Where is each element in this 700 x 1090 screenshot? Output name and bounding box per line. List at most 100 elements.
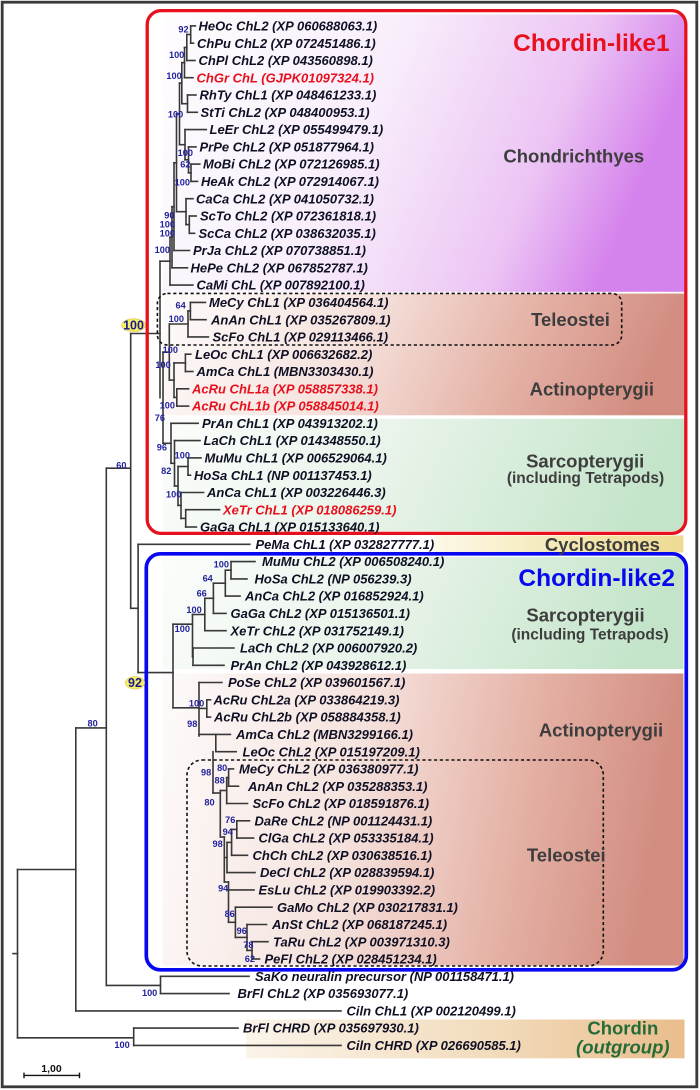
svg-text:100: 100 bbox=[175, 451, 190, 461]
svg-text:PrAn ChL1 (XP 043913202.1): PrAn ChL1 (XP 043913202.1) bbox=[202, 416, 378, 431]
svg-text:ScFo ChL1 (XP 029113466.1): ScFo ChL1 (XP 029113466.1) bbox=[213, 330, 389, 345]
svg-text:Ciln ChL1 (XP 002120499.1): Ciln ChL1 (XP 002120499.1) bbox=[347, 1004, 516, 1019]
svg-text:LaCh ChL1 (XP 014348550.1): LaCh ChL1 (XP 014348550.1) bbox=[204, 433, 381, 448]
svg-text:XeTr ChL2 (XP 031752149.1): XeTr ChL2 (XP 031752149.1) bbox=[230, 623, 404, 638]
svg-text:98: 98 bbox=[212, 839, 222, 849]
svg-text:100: 100 bbox=[175, 624, 190, 634]
svg-text:LaCh ChL2 (XP 006007920.2): LaCh ChL2 (XP 006007920.2) bbox=[240, 641, 417, 656]
svg-text:98: 98 bbox=[201, 768, 211, 778]
svg-text:AnAn ChL2 (XP 035288353.1): AnAn ChL2 (XP 035288353.1) bbox=[247, 779, 427, 794]
svg-text:100: 100 bbox=[214, 560, 229, 570]
svg-text:66: 66 bbox=[197, 588, 207, 598]
svg-text:AcRu ChL1a (XP 058857338.1): AcRu ChL1a (XP 058857338.1) bbox=[191, 381, 378, 396]
svg-text:100: 100 bbox=[169, 50, 184, 60]
svg-text:60: 60 bbox=[116, 461, 126, 471]
svg-text:LeOc ChL2 (XP 015197209.1): LeOc ChL2 (XP 015197209.1) bbox=[243, 744, 420, 759]
svg-text:ScCa ChL2 (XP 038632035.1): ScCa ChL2 (XP 038632035.1) bbox=[199, 226, 376, 241]
svg-text:100: 100 bbox=[160, 229, 175, 239]
svg-text:62: 62 bbox=[180, 159, 190, 169]
svg-text:MuMu ChL2 (XP 006508240.1): MuMu ChL2 (XP 006508240.1) bbox=[262, 554, 444, 569]
svg-text:(including Tetrapods): (including Tetrapods) bbox=[507, 470, 664, 487]
svg-text:Cyclostomes: Cyclostomes bbox=[545, 534, 660, 555]
svg-text:ScTo ChL2 (XP 072361818.1): ScTo ChL2 (XP 072361818.1) bbox=[200, 209, 376, 224]
svg-text:98: 98 bbox=[187, 719, 197, 729]
svg-text:XeTr ChL1 (XP 018086259.1): XeTr ChL1 (XP 018086259.1) bbox=[222, 502, 396, 517]
svg-text:ScFo ChL2 (XP 018591876.1): ScFo ChL2 (XP 018591876.1) bbox=[253, 796, 430, 811]
svg-text:100: 100 bbox=[163, 345, 178, 355]
svg-text:DaRe ChL2 (NP 001124431.1): DaRe ChL2 (NP 001124431.1) bbox=[255, 813, 433, 828]
svg-text:LeEr ChL2 (XP 055499479.1): LeEr ChL2 (XP 055499479.1) bbox=[210, 122, 384, 137]
svg-text:90: 90 bbox=[164, 211, 174, 221]
svg-text:100: 100 bbox=[186, 605, 201, 615]
svg-text:Chondrichthyes: Chondrichthyes bbox=[503, 146, 644, 167]
svg-text:MuMu ChL1 (XP 006529064.1): MuMu ChL1 (XP 006529064.1) bbox=[205, 451, 387, 466]
svg-text:SaKo neuralin precursor (NP 00: SaKo neuralin precursor (NP 001158471.1) bbox=[255, 969, 514, 984]
svg-text:HePe ChL2 (XP 067852787.1): HePe ChL2 (XP 067852787.1) bbox=[191, 260, 368, 275]
svg-text:ClGa ChL2 (XP 053335184.1): ClGa ChL2 (XP 053335184.1) bbox=[259, 831, 434, 846]
svg-text:DeCl ChL2 (XP 028839594.1): DeCl ChL2 (XP 028839594.1) bbox=[260, 865, 434, 880]
svg-text:Sarcopterygii: Sarcopterygii bbox=[526, 451, 644, 472]
svg-text:100: 100 bbox=[175, 177, 190, 187]
svg-text:(outgroup): (outgroup) bbox=[576, 1037, 670, 1058]
svg-text:BrFl CHRD (XP 035697930.1): BrFl CHRD (XP 035697930.1) bbox=[243, 1021, 419, 1036]
svg-text:AnAn ChL1 (XP 035267809.1): AnAn ChL1 (XP 035267809.1) bbox=[210, 312, 390, 327]
svg-text:PoSe ChL2 (XP 039601567.1): PoSe ChL2 (XP 039601567.1) bbox=[228, 675, 405, 690]
svg-text:80: 80 bbox=[217, 763, 227, 773]
svg-text:100: 100 bbox=[166, 71, 181, 81]
svg-text:94: 94 bbox=[218, 883, 229, 893]
svg-text:StTi ChL2 (XP 048400953.1): StTi ChL2 (XP 048400953.1) bbox=[201, 105, 370, 120]
svg-text:AcRu ChL2b (XP 058884358.1): AcRu ChL2b (XP 058884358.1) bbox=[213, 710, 401, 725]
svg-text:100: 100 bbox=[178, 148, 193, 158]
svg-text:MeCy ChL2 (XP 036380977.1): MeCy ChL2 (XP 036380977.1) bbox=[239, 762, 418, 777]
svg-text:Teleostei: Teleostei bbox=[527, 844, 606, 865]
svg-text:ChPl ChL2 (XP 043560898.1): ChPl ChL2 (XP 043560898.1) bbox=[199, 53, 373, 68]
svg-text:100: 100 bbox=[155, 245, 170, 255]
svg-text:CaCa ChL2 (XP 041050732.1): CaCa ChL2 (XP 041050732.1) bbox=[196, 191, 374, 206]
svg-text:AmCa ChL1 (MBN3303430.1): AmCa ChL1 (MBN3303430.1) bbox=[196, 364, 374, 379]
svg-text:92: 92 bbox=[128, 676, 142, 690]
svg-text:80: 80 bbox=[87, 718, 97, 728]
svg-text:AcRu ChL2a (XP 033864219.3): AcRu ChL2a (XP 033864219.3) bbox=[213, 692, 400, 707]
svg-text:Actinopterygii: Actinopterygii bbox=[539, 720, 663, 741]
svg-text:78: 78 bbox=[243, 940, 253, 950]
svg-text:80: 80 bbox=[204, 797, 214, 807]
svg-text:88: 88 bbox=[214, 776, 224, 786]
svg-text:HoSa ChL2 (NP 056239.3): HoSa ChL2 (NP 056239.3) bbox=[255, 572, 412, 587]
svg-text:PeMa ChL1 (XP 032827777.1): PeMa ChL1 (XP 032827777.1) bbox=[256, 537, 435, 552]
svg-text:1,00: 1,00 bbox=[41, 1063, 62, 1075]
svg-text:CaMi ChL (XP 007892100.1): CaMi ChL (XP 007892100.1) bbox=[197, 278, 365, 293]
svg-text:96: 96 bbox=[237, 926, 247, 936]
svg-text:86: 86 bbox=[225, 909, 235, 919]
svg-text:62: 62 bbox=[245, 954, 255, 964]
svg-text:GaMo ChL2 (XP 030217831.1): GaMo ChL2 (XP 030217831.1) bbox=[277, 900, 458, 915]
svg-text:Chordin-like1: Chordin-like1 bbox=[513, 30, 670, 57]
svg-text:100: 100 bbox=[142, 988, 157, 998]
svg-text:BrFl ChL2 (XP 035693077.1): BrFl ChL2 (XP 035693077.1) bbox=[238, 986, 409, 1001]
svg-text:82: 82 bbox=[161, 466, 171, 476]
svg-text:64: 64 bbox=[175, 301, 186, 311]
svg-text:ChGr ChL (GJPK01097324.1): ChGr ChL (GJPK01097324.1) bbox=[197, 70, 375, 85]
svg-text:AcRu ChL1b (XP 058845014.1): AcRu ChL1b (XP 058845014.1) bbox=[191, 399, 379, 414]
svg-text:100: 100 bbox=[114, 1040, 129, 1050]
svg-text:100: 100 bbox=[166, 489, 181, 499]
svg-text:76: 76 bbox=[155, 413, 165, 423]
svg-text:(including Tetrapods): (including Tetrapods) bbox=[511, 627, 668, 644]
svg-text:100: 100 bbox=[169, 314, 184, 324]
svg-text:GaGa ChL1 (XP 015133640.1): GaGa ChL1 (XP 015133640.1) bbox=[200, 520, 379, 535]
svg-text:100: 100 bbox=[160, 400, 175, 410]
svg-text:100: 100 bbox=[168, 109, 183, 119]
svg-text:PeFl ChL2 (XP 028451234.1): PeFl ChL2 (XP 028451234.1) bbox=[265, 952, 437, 967]
svg-text:Chordin-like2: Chordin-like2 bbox=[518, 565, 675, 592]
svg-text:HeOc ChL2 (XP 060688063.1): HeOc ChL2 (XP 060688063.1) bbox=[199, 19, 378, 34]
svg-text:100: 100 bbox=[155, 360, 170, 370]
svg-text:Actinopterygii: Actinopterygii bbox=[530, 379, 654, 400]
svg-text:96: 96 bbox=[157, 443, 167, 453]
svg-text:PrPe ChL2 (XP 051877964.1): PrPe ChL2 (XP 051877964.1) bbox=[200, 140, 374, 155]
svg-text:RhTy ChL1 (XP 048461233.1): RhTy ChL1 (XP 048461233.1) bbox=[200, 88, 377, 103]
svg-text:HeAk ChL2 (XP 072914067.1): HeAk ChL2 (XP 072914067.1) bbox=[201, 174, 379, 189]
svg-text:HoSa ChL1 (NP 001137453.1): HoSa ChL1 (NP 001137453.1) bbox=[194, 468, 372, 483]
svg-text:76: 76 bbox=[225, 815, 235, 825]
svg-text:AmCa ChL2 (MBN3299166.1): AmCa ChL2 (MBN3299166.1) bbox=[235, 727, 413, 742]
svg-text:EsLu ChL2 (XP 019903392.2): EsLu ChL2 (XP 019903392.2) bbox=[259, 883, 436, 898]
svg-text:64: 64 bbox=[203, 573, 214, 583]
